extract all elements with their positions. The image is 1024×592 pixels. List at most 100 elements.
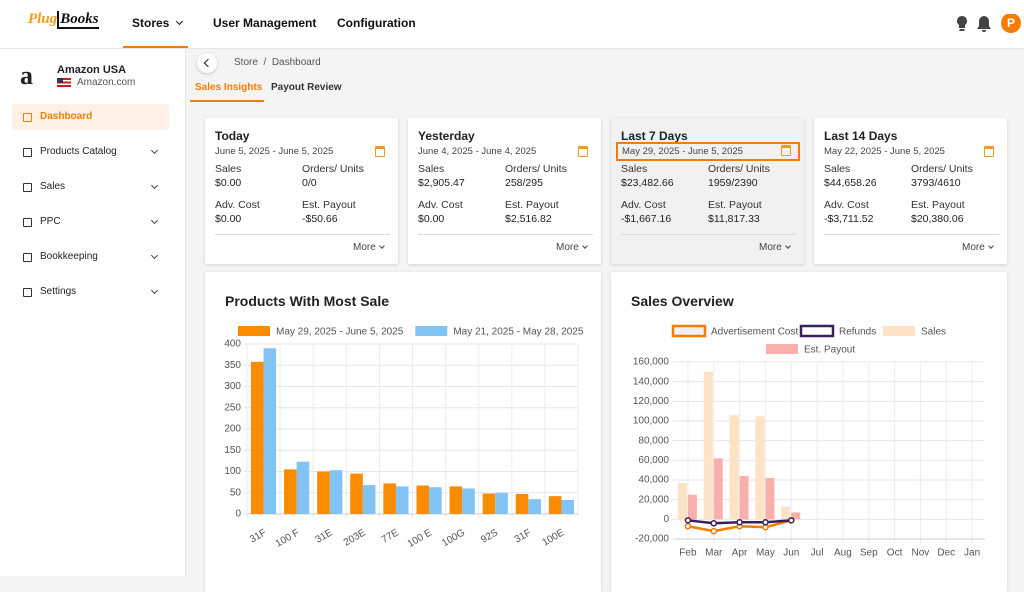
- y-tick-label: 350: [224, 360, 241, 371]
- metric-value: -$3,711.52: [824, 213, 874, 225]
- x-tick-label: 31F: [513, 527, 533, 545]
- y-tick-label: 200: [224, 424, 241, 435]
- x-tick-label: 31F: [248, 527, 268, 545]
- crumb[interactable]: Store: [234, 57, 258, 68]
- metric-label: Orders/ Units: [505, 163, 567, 175]
- menu-label: Settings: [40, 286, 77, 297]
- legend-swatch: [799, 324, 835, 338]
- metric-label: Adv. Cost: [824, 199, 869, 211]
- card-title: Today: [215, 129, 250, 143]
- summary-card[interactable]: Yesterday June 4, 2025 - June 4, 2025 Sale…: [408, 118, 601, 264]
- y-tick-label: 0: [663, 514, 669, 525]
- metric-value: $11,817.33: [708, 213, 760, 225]
- bar: [362, 485, 376, 514]
- bar: [739, 476, 749, 520]
- metric-label: Sales: [621, 163, 648, 175]
- line-point: [762, 519, 769, 526]
- bar: [515, 494, 529, 514]
- metric-value: 1959/2390: [708, 177, 758, 189]
- more-button[interactable]: More: [556, 242, 588, 253]
- x-tick-label: Jun: [783, 548, 799, 559]
- bar: [687, 494, 697, 520]
- menu-label: Dashboard: [40, 111, 93, 122]
- logo[interactable]: Plug Books: [28, 11, 99, 29]
- bar: [703, 371, 713, 520]
- logo-part: Books: [57, 11, 99, 29]
- calendar-icon[interactable]: [984, 146, 994, 157]
- x-tick-label: Nov: [912, 548, 930, 559]
- sidebar: a Amazon USA Amazon.com Dashboard Product…: [0, 49, 186, 576]
- y-tick-label: 40,000: [638, 475, 669, 486]
- menu-item[interactable]: Dashboard: [12, 104, 169, 130]
- card-divider: [418, 234, 593, 235]
- y-tick-label: 100,000: [633, 416, 670, 427]
- metric-value: $23,482.66: [621, 177, 674, 189]
- calendar-icon[interactable]: [578, 146, 588, 157]
- more-button[interactable]: More: [962, 242, 994, 253]
- bulb-icon[interactable]: [957, 16, 967, 28]
- chevron: [150, 251, 159, 260]
- x-tick-label: Oct: [887, 548, 903, 559]
- menu-item[interactable]: Bookkeeping: [12, 244, 169, 270]
- card-divider: [824, 234, 999, 235]
- menu-item[interactable]: Settings: [12, 279, 169, 305]
- legend-label: Refunds: [839, 327, 876, 338]
- nav-underline: [123, 46, 188, 48]
- tab[interactable]: Payout Review: [271, 82, 342, 93]
- bar: [561, 499, 575, 514]
- metric-label: Est. Payout: [302, 199, 356, 211]
- calendar-icon[interactable]: [375, 146, 385, 157]
- metric-label: Adv. Cost: [621, 199, 666, 211]
- menu-item[interactable]: Products Catalog: [12, 139, 169, 165]
- metric-label: Sales: [215, 163, 242, 175]
- y-tick-label: 20,000: [638, 494, 669, 505]
- nav-item[interactable]: User Management: [213, 16, 317, 30]
- line-point: [736, 519, 743, 526]
- flag: [57, 78, 71, 87]
- summary-card[interactable]: Last 14 Days May 22, 2025 - June 5, 2025 S…: [814, 118, 1007, 264]
- crumb: Dashboard: [271, 57, 321, 68]
- x-tick-label: Dec: [937, 548, 955, 559]
- metric-value: 3793/4610: [911, 177, 961, 189]
- chevron: [150, 286, 159, 295]
- chevron: [987, 243, 994, 249]
- card-range: May 29, 2025 - June 5, 2025: [616, 142, 800, 161]
- line-point: [684, 517, 692, 524]
- flag-canton: [57, 78, 63, 83]
- bar: [677, 482, 687, 520]
- line-point: [710, 527, 717, 535]
- nav-item[interactable]: Stores: [132, 16, 184, 30]
- calendar-icon[interactable]: [781, 145, 791, 156]
- more-button[interactable]: More: [353, 242, 385, 253]
- logo-part: Plug: [28, 11, 58, 27]
- tab-active[interactable]: Sales Insights: [195, 82, 263, 93]
- card-divider: [621, 234, 796, 235]
- bar: [729, 415, 739, 520]
- bar: [350, 473, 363, 514]
- bar: [317, 471, 330, 514]
- menu-label: Sales: [40, 181, 66, 192]
- x-tick-label: 77E: [380, 527, 401, 546]
- avatar[interactable]: [1001, 14, 1021, 33]
- bar: [781, 506, 791, 520]
- summary-card[interactable]: Last 7 Days May 29, 2025 - June 5, 2025 Sa…: [611, 118, 804, 264]
- y-tick-label: 400: [224, 339, 241, 350]
- menu-item[interactable]: PPC: [12, 209, 169, 235]
- more-label: More: [962, 242, 985, 253]
- bar: [755, 416, 765, 520]
- nav-item[interactable]: Configuration: [337, 16, 416, 30]
- tab-underline: [190, 100, 264, 102]
- menu-icon: [23, 148, 32, 157]
- chart-title: Sales Overview: [631, 293, 734, 309]
- x-tick-label: 100G: [440, 527, 467, 549]
- bar: [495, 492, 508, 514]
- y-tick-label: 300: [224, 381, 241, 392]
- y-tick-label: 250: [224, 402, 241, 413]
- back-button[interactable]: [197, 53, 217, 73]
- summary-card[interactable]: Today June 5, 2025 - June 5, 2025 Sales $0.…: [205, 118, 398, 264]
- chart-panel: Products With Most Sale 0 50 100 150 200 250 30…: [205, 272, 601, 592]
- menu-icon: [23, 218, 32, 227]
- bell-icon[interactable]: [977, 16, 991, 32]
- menu-item[interactable]: Sales: [12, 174, 169, 200]
- more-button[interactable]: More: [759, 242, 791, 253]
